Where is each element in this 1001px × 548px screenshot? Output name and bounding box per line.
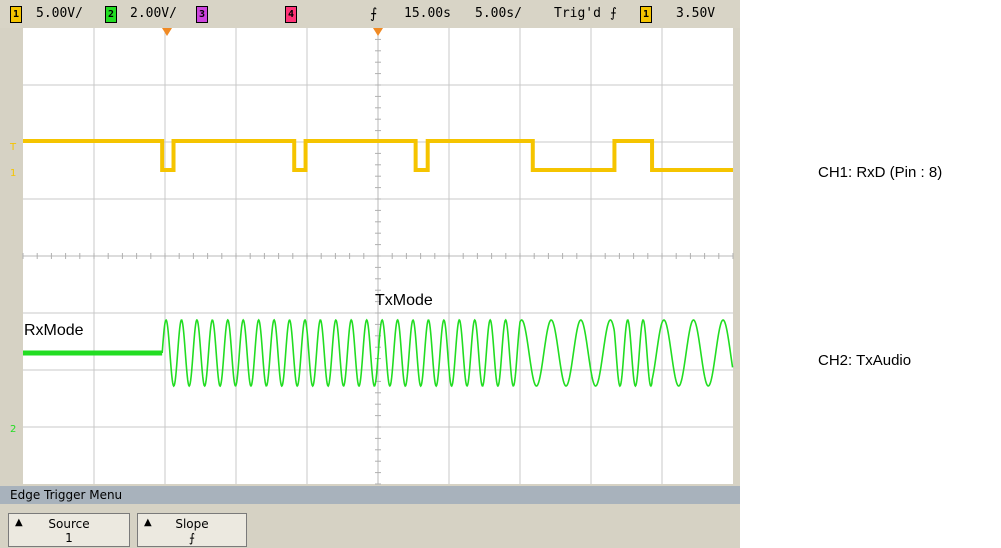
ch1-digital-trace	[23, 139, 733, 172]
source-softkey-label: Source	[48, 517, 90, 531]
ch2-trace	[23, 318, 734, 388]
softkey-arrow-icon: ▲	[144, 517, 152, 528]
slope-softkey-value: ⨍	[188, 531, 196, 545]
trigger-source: 1	[640, 6, 652, 23]
ch1-annotation: CH1: RxD (Pin : 8)	[818, 164, 943, 181]
source-softkey-value: 1	[65, 531, 73, 545]
ch2-ground-marker: 2	[10, 424, 16, 435]
ch4-indicator[interactable]: 4	[285, 6, 297, 23]
slope-softkey[interactable]: ▲ Slope ⨍	[137, 513, 247, 547]
status-bar: 1 5.00V/ 2 2.00V/ 3 4 ⨍ 15.00ѕ 5.00ѕ/ Tr…	[0, 0, 740, 28]
ch2-audio-trace	[161, 318, 734, 388]
waveform-graticule: T 1 2	[9, 27, 734, 485]
waveform-screen: T 1 2	[9, 27, 734, 485]
slope-softkey-label: Slope	[175, 517, 209, 531]
trigger-level-marker: T	[9, 142, 17, 153]
ch2-scale: 2.00V/	[130, 6, 177, 21]
ch1-trace	[23, 139, 733, 172]
time-delay: 15.00ѕ	[404, 6, 451, 21]
time-scale: 5.00ѕ/	[475, 6, 522, 21]
source-softkey[interactable]: ▲ Source 1	[8, 513, 130, 547]
ch2-annotation: CH2: TxAudio	[818, 352, 912, 369]
delay-marker	[373, 28, 383, 36]
ch1-indicator[interactable]: 1	[10, 6, 22, 23]
trigger-edge-icon: ⨍	[370, 6, 378, 22]
trigger-status: Trig'd	[554, 6, 601, 21]
rxmode-label: RxMode	[24, 322, 84, 339]
softkey-arrow-icon: ▲	[15, 517, 23, 528]
trigger-position-marker	[162, 28, 172, 36]
txmode-label: TxMode	[375, 292, 433, 309]
ch2-indicator[interactable]: 2	[105, 6, 117, 23]
oscilloscope-display: T 1 2 1 5.00V/ 2 2.00V/ 3 4 ⨍ 15.00ѕ 5.0…	[0, 0, 740, 548]
trigger-level: 3.50V	[676, 6, 716, 21]
ch1-scale: 5.00V/	[36, 6, 83, 21]
ch1-ground-marker: 1	[10, 168, 16, 179]
ch3-indicator[interactable]: 3	[196, 6, 208, 23]
trigger-slope-icon: ⨍	[610, 6, 617, 21]
menu-title: Edge Trigger Menu	[0, 486, 740, 504]
